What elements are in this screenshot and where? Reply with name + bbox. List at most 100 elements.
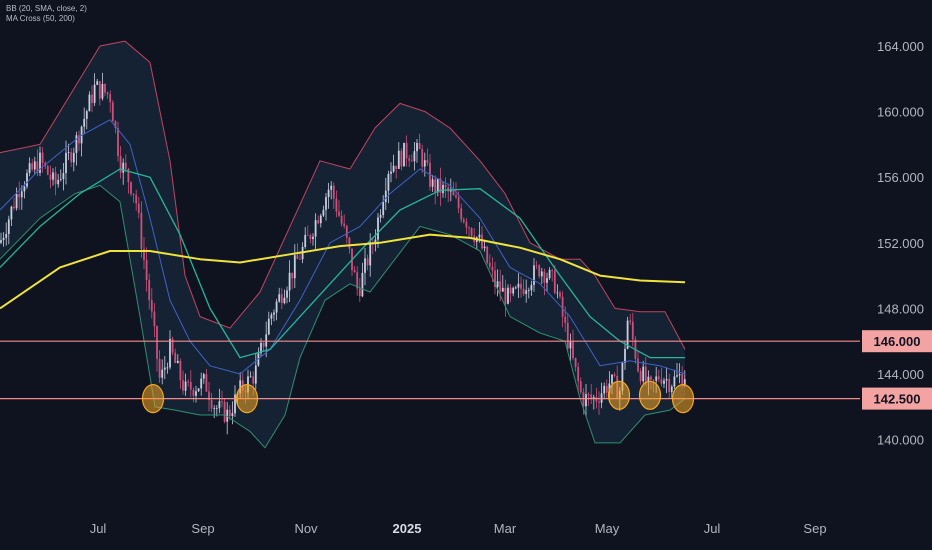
candle-body — [98, 81, 101, 99]
y-tick-label: 152.000 — [877, 236, 924, 251]
level-label-1: 142.500 — [874, 392, 921, 407]
candle-body — [262, 342, 265, 347]
candle-body — [5, 234, 8, 238]
candle-body — [54, 172, 57, 185]
candle-body — [132, 193, 135, 195]
candle-body — [483, 246, 486, 249]
candle-body — [561, 296, 564, 317]
candle-body — [530, 284, 533, 291]
candle-body — [556, 292, 559, 294]
x-tick-label: Jul — [90, 521, 107, 536]
candle-body — [514, 287, 517, 289]
series-line-bb-lower — [0, 184, 686, 449]
candle-body — [673, 376, 676, 387]
candle-body — [683, 379, 686, 386]
candle-body — [70, 152, 73, 163]
support-marker-0 — [141, 384, 165, 414]
candle-body — [465, 221, 468, 228]
candle-body — [200, 378, 203, 389]
candle-body — [226, 409, 229, 422]
candle-body — [312, 236, 314, 240]
candle-body — [377, 217, 379, 240]
candle-body — [306, 234, 309, 236]
candle-body — [642, 366, 645, 382]
candle-body — [647, 376, 650, 383]
candle-body — [416, 143, 418, 152]
candle-body — [652, 379, 655, 381]
candle-body — [143, 248, 145, 260]
support-marker-4 — [671, 384, 695, 414]
candle-body — [111, 102, 114, 122]
candle-body — [319, 215, 322, 224]
candle-body — [202, 374, 205, 379]
candle-body — [436, 178, 439, 193]
indicator-bb-label[interactable]: BB (20, SMA, close, 2) — [6, 4, 87, 13]
candle-body — [670, 386, 673, 393]
candle-body — [322, 209, 325, 216]
candle-body — [330, 185, 333, 190]
candle-body — [150, 300, 153, 312]
candle-body — [153, 311, 156, 327]
candle-body — [252, 376, 255, 384]
indicator-ma-cross-label[interactable]: MA Cross (50, 200) — [6, 14, 75, 23]
candle-body — [18, 193, 21, 198]
series-line-bb-basis — [0, 119, 686, 375]
candle-body — [590, 394, 593, 399]
candle-body — [496, 281, 499, 287]
candle-body — [213, 408, 216, 409]
candle-body — [254, 365, 257, 384]
candle-body — [676, 375, 678, 377]
candle-body — [93, 84, 96, 103]
candle-body — [499, 281, 502, 292]
candle-body — [681, 374, 684, 386]
candle-body — [187, 381, 190, 383]
candle-body — [397, 150, 400, 169]
candle-body — [314, 220, 317, 237]
candle-body — [569, 341, 572, 349]
candle-body — [665, 379, 668, 381]
candle-body — [124, 162, 127, 169]
candle-body — [215, 408, 218, 409]
candle-body — [85, 111, 88, 119]
y-tick-label: 148.000 — [877, 301, 924, 316]
x-tick-label: 2025 — [393, 521, 422, 536]
x-tick-label: Sep — [191, 521, 214, 536]
candle-body — [72, 152, 75, 163]
candle-body — [189, 382, 192, 390]
candle-body — [197, 388, 200, 392]
candle-body — [26, 173, 28, 187]
candle-body — [512, 287, 515, 294]
candle-body — [145, 260, 148, 280]
candle-body — [538, 265, 541, 277]
candle-body — [338, 211, 340, 216]
candle-body — [525, 290, 528, 294]
candle-body — [574, 357, 577, 367]
candle-body — [358, 288, 361, 297]
series-line-ma50 — [0, 168, 685, 359]
candle-body — [210, 400, 213, 409]
candle-body — [405, 142, 408, 159]
candle-body — [392, 165, 395, 172]
candle-body — [460, 208, 463, 220]
candle-body — [57, 179, 60, 185]
candle-body — [559, 292, 561, 297]
candle-body — [325, 197, 327, 210]
candle-body — [166, 367, 169, 369]
candle-body — [23, 186, 26, 192]
candle-body — [13, 206, 15, 209]
candle-body — [195, 391, 197, 396]
candle-body — [267, 318, 270, 335]
candle-body — [423, 160, 426, 167]
candle-body — [478, 234, 481, 238]
x-tick-label: Sep — [803, 521, 826, 536]
candle-body — [637, 358, 639, 371]
candle-body — [509, 287, 512, 294]
candle-body — [657, 376, 660, 380]
candle-body — [221, 401, 223, 403]
candle-body — [260, 342, 262, 354]
candle-body — [117, 128, 119, 156]
candle-body — [603, 385, 606, 394]
candle-body — [106, 92, 109, 95]
